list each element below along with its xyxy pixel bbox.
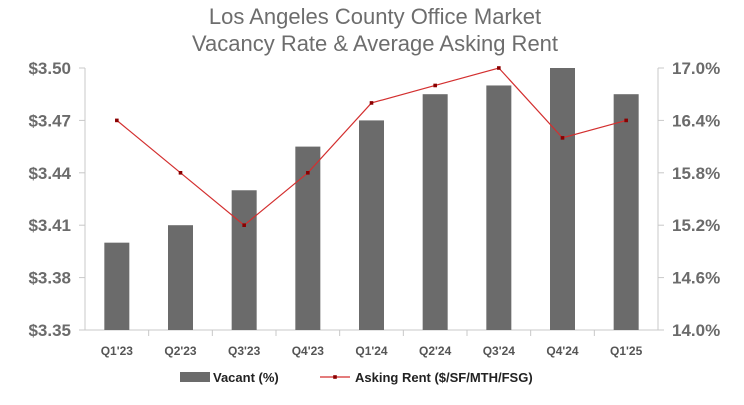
vacancy-bar — [168, 225, 193, 330]
asking-rent-point — [242, 223, 246, 227]
left-axis-tick-label: $3.50 — [28, 59, 71, 78]
vacancy-bar — [550, 68, 575, 330]
chart-title-line-2: Vacancy Rate & Average Asking Rent — [192, 31, 558, 56]
vacancy-bar — [231, 190, 257, 330]
left-axis-tick-label: $3.41 — [28, 216, 71, 235]
vacancy-bar — [104, 242, 130, 330]
left-axis-tick-label: $3.47 — [28, 111, 71, 130]
x-axis-tick-label: Q3'24 — [483, 344, 516, 358]
asking-rent-point — [497, 66, 501, 70]
left-axis-tick-label: $3.35 — [28, 321, 71, 340]
vacancy-bar — [295, 146, 321, 330]
legend-label-asking-rent: Asking Rent ($/SF/MTH/FSG) — [355, 370, 533, 385]
right-axis-tick-label: 14.0% — [672, 321, 720, 340]
legend-marker-asking-rent — [333, 375, 337, 379]
legend: Vacant (%) Asking Rent ($/SF/MTH/FSG) — [180, 370, 533, 385]
x-axis-tick-label: Q4'23 — [292, 344, 325, 358]
right-axis-tick-label: 16.4% — [672, 111, 720, 130]
line-series — [115, 66, 628, 227]
x-axis-tick-label: Q2'24 — [419, 344, 452, 358]
chart-title: Los Angeles County Office Market Vacancy… — [192, 4, 558, 56]
asking-rent-point — [306, 171, 310, 175]
vacancy-bar — [486, 85, 512, 330]
axes: $3.50 $3.47 $3.44 $3.41 $3.38 $3.35 17.0% 16.4%… — [28, 59, 720, 358]
x-axis-tick-label: Q1'23 — [101, 344, 134, 358]
bar-series — [104, 68, 639, 331]
legend-swatch-vacant — [180, 372, 210, 382]
asking-rent-point — [178, 171, 183, 175]
vacancy-bar — [613, 94, 639, 330]
left-axis-tick-label: $3.38 — [28, 269, 71, 288]
asking-rent-point — [369, 101, 374, 105]
chart-title-line-1: Los Angeles County Office Market — [209, 4, 541, 29]
asking-rent-point — [433, 83, 437, 88]
vacancy-bar — [359, 120, 384, 331]
x-axis-tick-label: Q1'25 — [610, 344, 643, 358]
right-axis-tick-label: 17.0% — [672, 59, 720, 78]
left-axis-tick-label: $3.44 — [28, 164, 71, 183]
x-axis-tick-label: Q4'24 — [546, 344, 579, 358]
right-axis-tick-label: 15.2% — [672, 216, 720, 235]
asking-rent-point — [560, 136, 565, 140]
right-axis-tick-label: 15.8% — [672, 164, 720, 183]
x-axis-tick-label: Q1'24 — [355, 344, 388, 358]
x-axis-tick-label: Q3'23 — [228, 344, 261, 358]
right-axis-tick-label: 14.6% — [672, 269, 720, 288]
x-axis-tick-label: Q2'23 — [164, 344, 197, 358]
asking-rent-point — [115, 118, 119, 123]
asking-rent-point — [624, 118, 628, 123]
legend-label-vacant: Vacant (%) — [213, 370, 279, 385]
vacancy-bar — [422, 94, 448, 330]
